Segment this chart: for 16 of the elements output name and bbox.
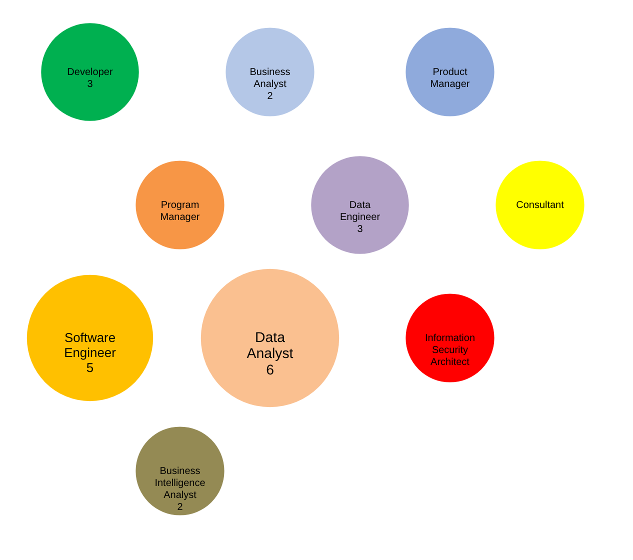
category-label: Data Engineer [340,200,381,224]
data-label: 2 [267,91,274,102]
data-label: 6 [266,362,274,378]
data-label: 2 [177,502,184,513]
category-label: Product Manager [430,67,470,90]
category-label: Information Security Architect [424,333,476,368]
category-label: Developer [67,67,114,78]
category-label: Business Intelligence Analyst [154,466,206,501]
category-label: Data Analyst [246,330,294,362]
category-label: Software Engineer [64,330,117,360]
category-label: Business Analyst [250,67,290,90]
category-label: Program Manager [160,200,200,223]
data-label: 3 [87,79,94,90]
data-label: 3 [357,224,364,236]
data-label: 5 [86,360,94,375]
category-label: Consultant [516,200,564,211]
